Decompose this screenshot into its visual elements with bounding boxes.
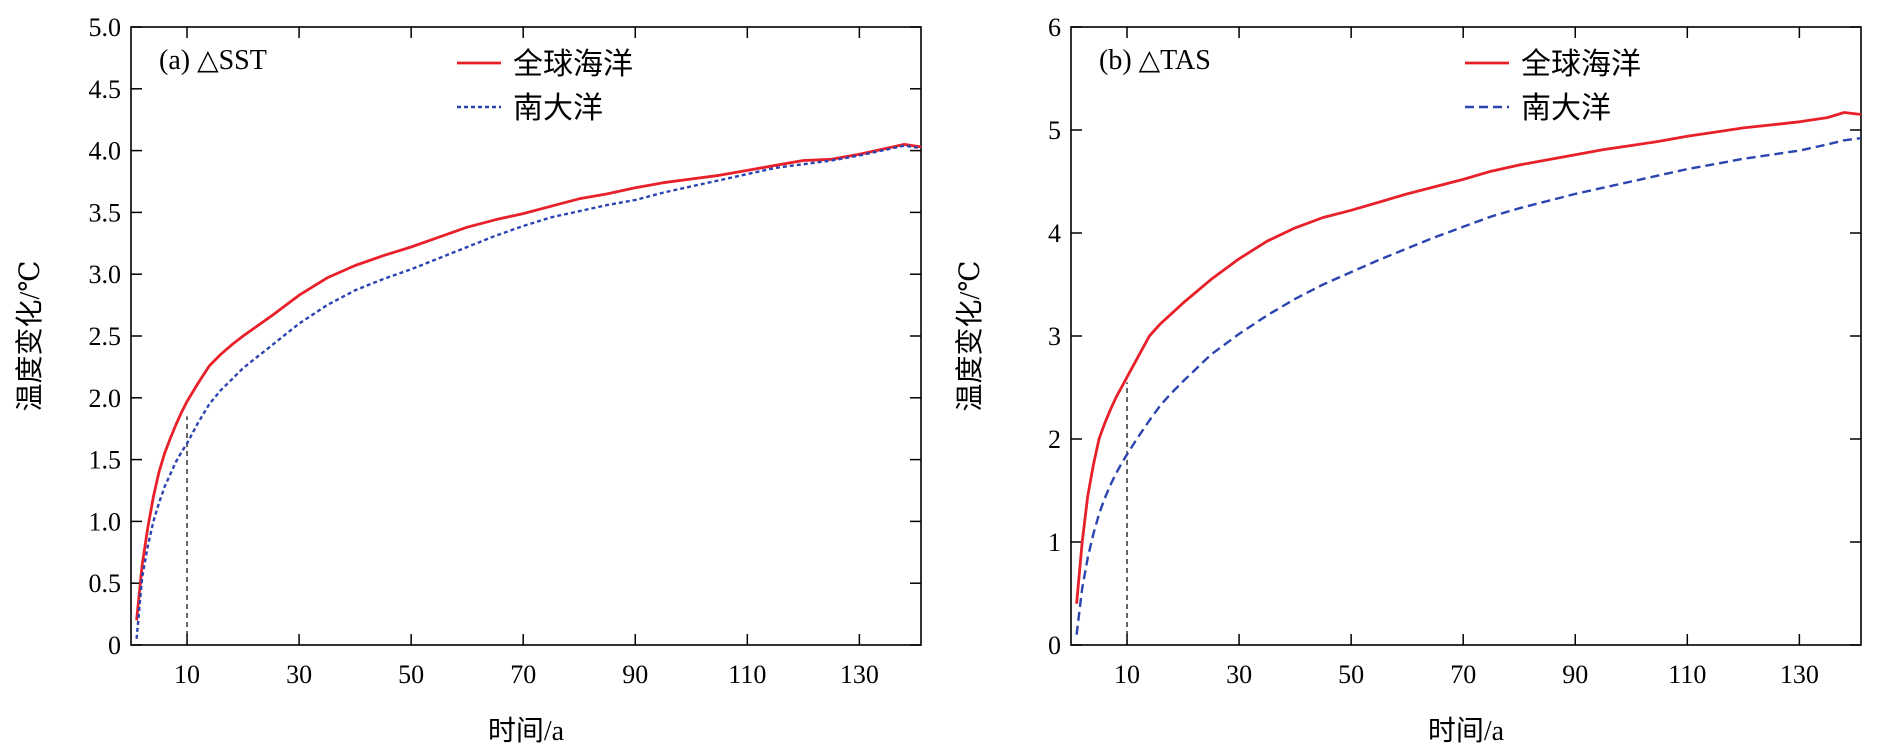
y-tick-label: 4 <box>1048 219 1061 248</box>
y-axis-title: 温度变化/℃ <box>954 260 986 411</box>
y-tick-label: 4.0 <box>89 137 122 166</box>
legend-label: 南大洋 <box>1521 92 1611 125</box>
plot-frame <box>1070 26 1862 646</box>
series-line-global-ocean <box>135 142 922 621</box>
x-tick-label: 130 <box>1780 660 1819 689</box>
x-tick-label: 110 <box>1668 660 1706 689</box>
y-tick-label: 0 <box>108 631 121 660</box>
y-axis-title: 温度变化/℃ <box>14 260 46 411</box>
y-tick-label: 1 <box>1048 528 1061 557</box>
x-tick-label: 90 <box>622 660 648 689</box>
x-tick-label: 50 <box>1338 660 1364 689</box>
x-axis-title: 时间/a <box>488 715 565 747</box>
y-tick-label: 6 <box>1048 13 1061 42</box>
y-tick-label: 4.5 <box>89 75 122 104</box>
series-line-global-ocean <box>1075 111 1862 604</box>
panel-label: (b) △TAS <box>1099 45 1211 76</box>
chart-panel-a: 0 0.5 1.0 1.5 2.0 2.5 3.0 3.5 4.0 4.5 5.0 10 30 50 70 9… <box>14 13 922 747</box>
y-tick-label: 0 <box>1048 631 1061 660</box>
legend-label: 全球海洋 <box>513 48 633 81</box>
x-tick-label: 70 <box>1450 660 1476 689</box>
x-tick-label: 10 <box>174 660 200 689</box>
y-tick-label: 1.0 <box>89 507 122 536</box>
y-tick-label: 2.0 <box>89 384 122 413</box>
x-axis-title: 时间/a <box>1428 715 1505 747</box>
y-tick-label: 2.5 <box>89 322 122 351</box>
x-tick-label: 50 <box>398 660 424 689</box>
y-tick-label: 5 <box>1048 116 1061 145</box>
x-tick-label: 30 <box>1226 660 1252 689</box>
y-tick-label: 2 <box>1048 425 1061 454</box>
y-tick-label: 0.5 <box>89 569 122 598</box>
x-tick-label: 30 <box>286 660 312 689</box>
x-tick-label: 110 <box>728 660 766 689</box>
legend-label: 全球海洋 <box>1521 48 1641 81</box>
y-tick-label: 5.0 <box>89 13 122 42</box>
chart-panel-b: 0 1 2 3 4 5 6 10 30 50 70 90 110 130 时间/a 温度变化/℃ (b) △TA… <box>954 13 1862 747</box>
series-line-southern-ocean <box>1075 137 1862 635</box>
x-tick-label: 90 <box>1562 660 1588 689</box>
legend-label: 南大洋 <box>513 92 603 125</box>
x-tick-label: 10 <box>1114 660 1140 689</box>
panel-label: (a) △SST <box>159 45 267 76</box>
y-tick-label: 3 <box>1048 322 1061 351</box>
x-tick-label: 70 <box>510 660 536 689</box>
y-tick-label: 1.5 <box>89 446 122 475</box>
x-tick-label: 130 <box>840 660 879 689</box>
y-tick-label: 3.5 <box>89 198 122 227</box>
series-line-southern-ocean <box>135 144 922 639</box>
y-tick-label: 3.0 <box>89 260 122 289</box>
